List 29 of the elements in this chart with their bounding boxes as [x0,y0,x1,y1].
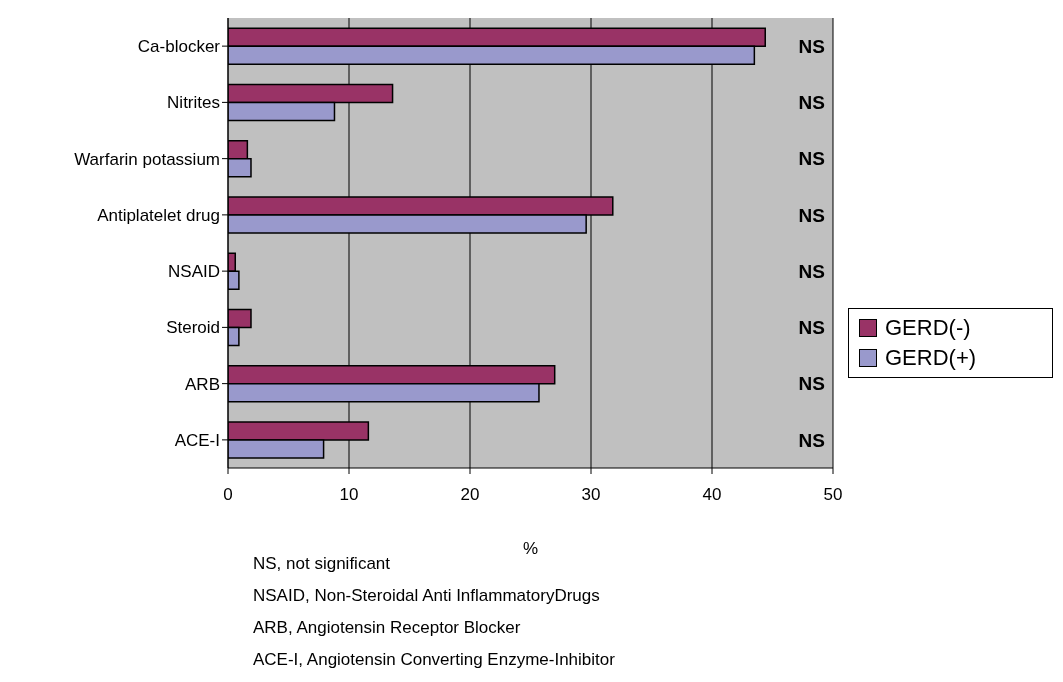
text: NS, not significant [253,554,391,573]
text: ACE-I, Angiotensin Converting Enzyme-Inhibitor [253,649,616,671]
annotation: NS [798,35,825,57]
annotation: NS [798,317,825,339]
x-axis-title: % [522,539,539,558]
y-tick-label: ARB [185,374,220,394]
annotation: NS [798,373,825,395]
x-tick-label: 20 [460,485,480,505]
x-tick-label: 40 [702,485,722,505]
y-tick-label: Steroid [166,318,220,338]
x-tick-label: 50 [823,485,843,505]
x-tick-label: 10 [339,485,359,505]
legend-label: GERD(+) [885,344,977,372]
annotation: NS [798,260,825,282]
y-tick-label: Ca-blocker [137,37,221,57]
annotation: NS [798,92,825,114]
annotation: NS [798,429,825,451]
y-tick-label: Warfarin potassium [74,149,220,169]
y-tick-label: ACE-I [174,430,220,450]
x-tick-label: 0 [223,485,233,505]
legend-label: GERD(-) [885,314,971,342]
annotation: NS [798,148,825,170]
text: NSAID, Non-Steroidal Anti InflammatoryDrugs [253,585,601,607]
y-tick-label: Antiplatelet drug [97,205,220,225]
text: ARB, Angiotensin Receptor Blocker [253,617,522,639]
x-tick-label: 30 [581,485,601,505]
y-tick-label: NSAID [168,262,220,282]
y-tick-label: Nitrites [167,93,220,113]
annotation: NS [798,204,825,226]
